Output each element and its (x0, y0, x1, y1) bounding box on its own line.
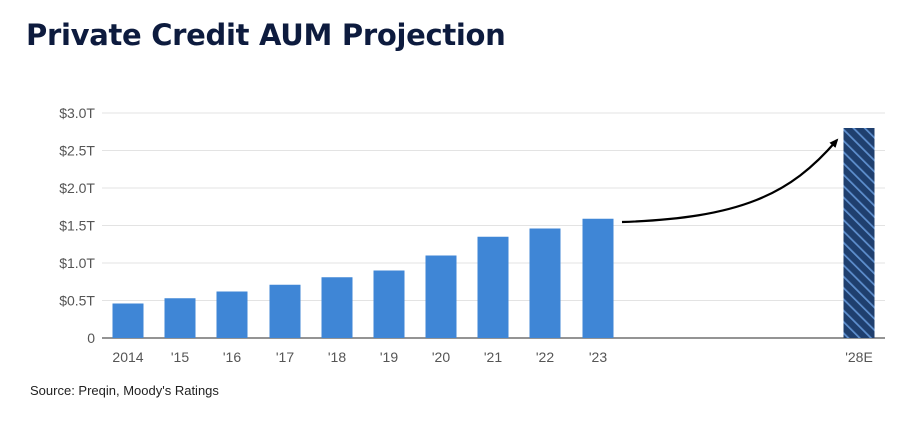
y-tick-label: $0.5T (59, 293, 95, 309)
source-note: Source: Preqin, Moody's Ratings (30, 383, 219, 398)
projection-arrow (621, 138, 839, 224)
bar (164, 298, 196, 338)
bar (269, 284, 301, 338)
y-tick-label: $2.5T (59, 143, 95, 159)
y-tick-label: $2.0T (59, 180, 95, 196)
x-tick-label: '18 (328, 349, 346, 365)
bar (112, 303, 144, 338)
bar (321, 277, 353, 338)
bars (112, 128, 875, 338)
y-tick-label: $1.5T (59, 218, 95, 234)
bar (373, 270, 405, 338)
bar (529, 228, 561, 338)
x-tick-label: '23 (589, 349, 607, 365)
bar (216, 291, 248, 338)
y-axis-labels: 0 $0.5T $1.0T $1.5T $2.0T $2.5T $3.0T (59, 105, 95, 346)
bar (425, 255, 457, 338)
x-tick-label: '16 (223, 349, 241, 365)
y-tick-label: $3.0T (59, 105, 95, 121)
y-tick-label: 0 (87, 330, 95, 346)
bar (477, 236, 509, 338)
x-axis-labels: 2014 '15 '16 '17 '18 '19 '20 '21 '22 '23 '28E (112, 349, 872, 365)
bar-projected (843, 128, 875, 338)
x-tick-label: 2014 (112, 349, 143, 365)
x-tick-label: '17 (276, 349, 294, 365)
x-tick-label: '21 (484, 349, 502, 365)
x-tick-label: '19 (380, 349, 398, 365)
chart-title: Private Credit AUM Projection (26, 18, 506, 52)
x-tick-label: '22 (536, 349, 554, 365)
x-tick-label: '20 (432, 349, 450, 365)
x-tick-label: '15 (171, 349, 189, 365)
annotation-arrow (621, 138, 839, 224)
bar (582, 218, 614, 338)
x-tick-label: '28E (845, 349, 873, 365)
y-tick-label: $1.0T (59, 255, 95, 271)
